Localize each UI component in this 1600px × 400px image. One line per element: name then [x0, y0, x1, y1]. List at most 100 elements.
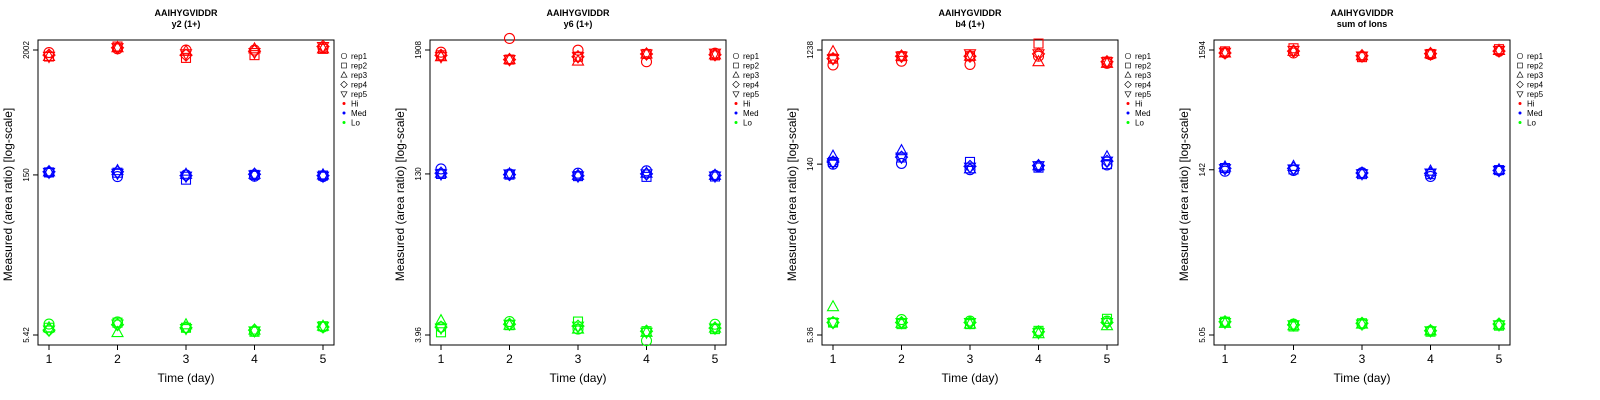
point-med-rep3 [42, 164, 56, 177]
legend-label: Hi [743, 100, 751, 109]
x-axis-label: Time (day) [550, 371, 607, 385]
point-med-rep1 [895, 157, 908, 169]
point-med-rep5 [1355, 169, 1369, 181]
legend-label: rep2 [743, 62, 760, 71]
point-med-rep5 [1287, 164, 1300, 177]
point-med-rep3 [434, 166, 448, 178]
point-med-rep2 [1219, 162, 1231, 174]
point-med-rep5 [1100, 156, 1114, 169]
legend-marker [341, 62, 347, 69]
point-med-rep5 [42, 167, 56, 180]
point-hi-rep3 [1032, 54, 1045, 67]
legend-marker [1124, 91, 1132, 98]
plot-frame [429, 39, 727, 346]
legend-marker [340, 91, 348, 98]
point-hi-rep5 [434, 52, 448, 64]
legend-label: rep1 [1527, 52, 1544, 61]
x-axis-label: Time (day) [1334, 371, 1391, 385]
point-lo-rep3 [434, 313, 448, 326]
legend-label: rep3 [1527, 71, 1544, 80]
point-med-rep5 [826, 158, 840, 170]
chart-title: AAIHYGVIDDR [546, 8, 610, 18]
point-lo-rep5 [640, 327, 653, 340]
y-tick-label: 3.96 [414, 327, 423, 343]
point-hi-rep5 [1218, 47, 1232, 60]
point-lo-rep5 [708, 323, 722, 336]
point-lo-rep3 [895, 316, 908, 328]
point-lo-rep5 [503, 319, 516, 332]
point-hi-rep2 [180, 52, 192, 63]
y-tick-label: 1594 [1198, 41, 1207, 59]
x-axis-label: Time (day) [942, 371, 999, 385]
x-tick-label: 4 [1427, 352, 1434, 366]
y-tick-label: 130 [414, 167, 423, 181]
legend-marker [1518, 111, 1522, 115]
point-hi-rep4 [42, 48, 56, 62]
y-tick-label: 5.05 [1198, 327, 1207, 343]
chart-subtitle: sum of Ions [1337, 19, 1388, 29]
legend-label: Med [1527, 109, 1543, 118]
legend-label: Med [743, 109, 759, 118]
legend-marker [342, 102, 346, 105]
y-axis-label: Measured (area ratio) [log-scale] [785, 108, 799, 281]
point-med-rep3 [1355, 166, 1369, 178]
legend-marker [1126, 102, 1130, 105]
legend-marker [1124, 71, 1132, 78]
point-med-rep2 [1101, 159, 1113, 170]
point-lo-rep5 [895, 317, 908, 330]
point-lo-rep3 [1424, 323, 1437, 336]
point-med-rep5 [179, 171, 193, 184]
point-hi-rep5 [1100, 57, 1114, 69]
point-lo-rep5 [1100, 317, 1114, 330]
x-tick-label: 5 [1496, 352, 1503, 366]
x-tick-label: 4 [643, 352, 650, 366]
point-med-rep5 [1218, 164, 1232, 176]
point-med-rep5 [708, 171, 722, 184]
point-hi-rep5 [503, 55, 516, 67]
point-med-rep3 [316, 167, 330, 180]
plot-frame [821, 39, 1119, 346]
point-med-rep1 [964, 164, 976, 176]
point-hi-rep5 [826, 54, 840, 66]
point-hi-rep5 [316, 42, 330, 54]
x-tick-label: 3 [183, 352, 190, 366]
x-tick-label: 3 [575, 352, 582, 366]
legend-label: rep2 [351, 62, 368, 71]
point-med-rep3 [1492, 162, 1506, 175]
legend-marker [734, 102, 738, 105]
point-med-rep2 [964, 156, 976, 167]
point-lo-rep3 [1355, 316, 1369, 329]
legend-label: rep5 [743, 90, 760, 99]
legend-marker [1126, 121, 1130, 124]
point-lo-rep5 [1287, 320, 1300, 332]
legend-marker [1125, 62, 1131, 69]
legend-marker [1126, 111, 1130, 115]
point-med-rep5 [316, 171, 330, 184]
point-med-rep3 [640, 166, 653, 178]
point-lo-rep5 [1218, 317, 1232, 330]
point-lo-rep5 [963, 317, 977, 330]
point-med-rep5 [1032, 161, 1045, 173]
point-hi-rep5 [1355, 51, 1369, 64]
legend-marker [1124, 80, 1132, 89]
point-med-rep2 [1493, 165, 1505, 176]
chart-title: AAIHYGVIDDR [154, 8, 218, 18]
point-hi-rep5 [1492, 45, 1506, 58]
point-lo-rep5 [571, 321, 585, 334]
point-hi-rep3 [503, 52, 516, 65]
legend-label: rep4 [743, 81, 760, 90]
point-med-rep3 [708, 168, 722, 180]
legend-label: Hi [1527, 100, 1535, 109]
legend-label: rep3 [1135, 71, 1152, 80]
legend-label: Med [351, 109, 367, 118]
point-lo-rep3 [1287, 318, 1300, 331]
point-lo-rep5 [316, 321, 330, 334]
legend-marker [732, 80, 740, 89]
point-lo-rep5 [1424, 326, 1437, 338]
point-lo-rep3 [1492, 317, 1506, 330]
point-lo-rep3 [1100, 318, 1114, 331]
legend-label: rep1 [743, 52, 760, 61]
point-med-rep5 [571, 171, 585, 184]
